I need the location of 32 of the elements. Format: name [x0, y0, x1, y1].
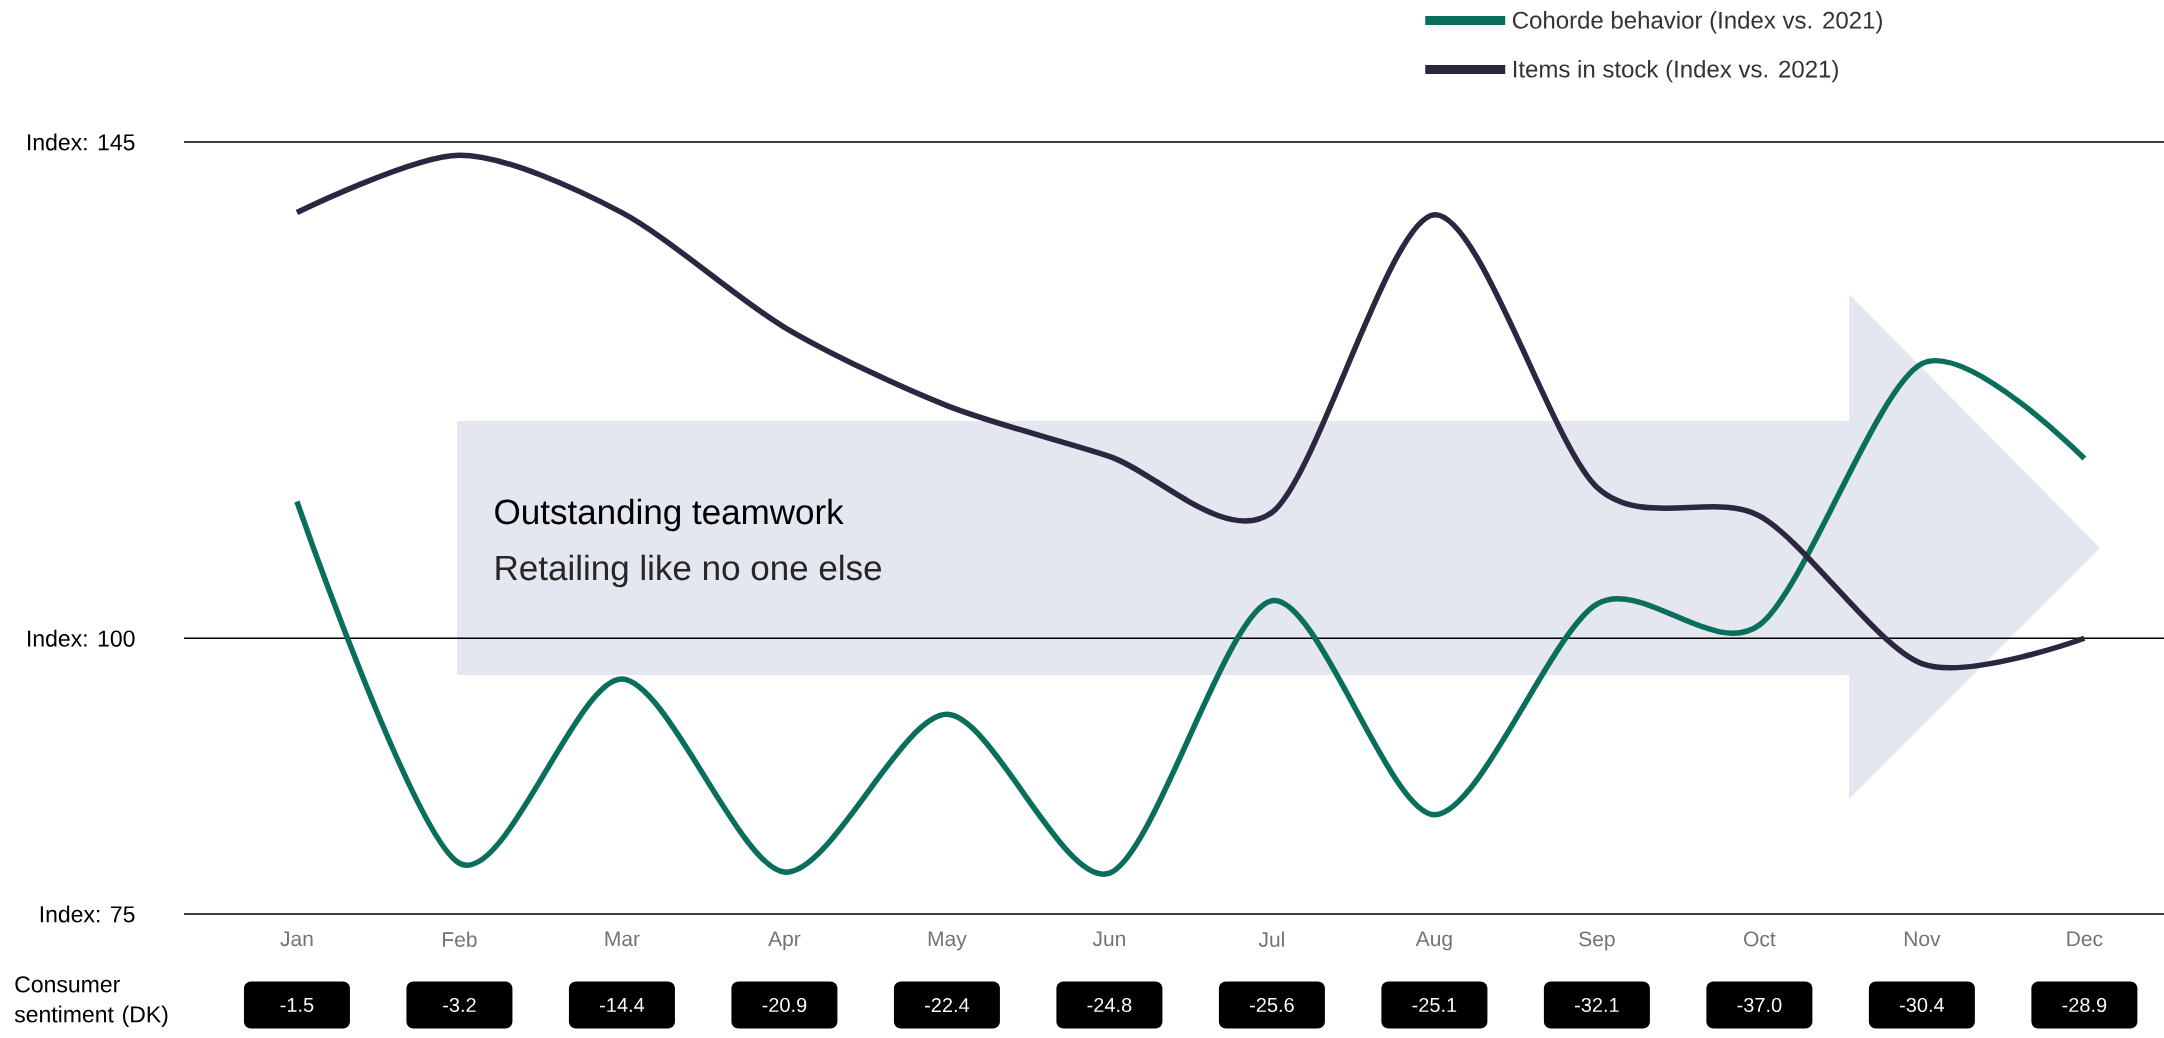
annotation: Retailing like no one else: [496, 554, 882, 588]
x-tick-label: Feb: [443, 931, 477, 947]
text: -25.1: [1412, 997, 1457, 1013]
text: -28.9: [2062, 997, 2107, 1013]
text: -22.4: [925, 998, 970, 1012]
x-tick-label: Dec: [2067, 931, 2103, 947]
x-tick-label: Apr: [768, 931, 801, 951]
legend-label: Items in stock (Index vs. 2021): [1513, 59, 1838, 83]
text: Consumer sentiment (DK): [14, 976, 168, 1028]
x-tick-label: Oct: [1744, 931, 1776, 947]
text: -3.2: [443, 997, 476, 1013]
text: -1.5: [280, 998, 314, 1012]
x-tick-label: May: [928, 931, 967, 951]
text: -30.4: [1899, 997, 1945, 1013]
y-tick-label: Index: 145: [28, 133, 135, 151]
x-tick-label: Nov: [1904, 931, 1941, 947]
annotation: Outstanding teamwork: [495, 498, 844, 532]
x-tick-label: Mar: [605, 931, 640, 947]
x-tick-label: Jan: [280, 931, 313, 947]
x-tick-label: Jun: [1092, 931, 1125, 947]
y-tick-label: Index: 100: [28, 629, 135, 647]
text: -14.4: [600, 998, 645, 1012]
text: -24.8: [1087, 997, 1132, 1013]
x-tick-label: Jul: [1258, 931, 1284, 947]
text: -20.9: [762, 997, 807, 1013]
text: -32.1: [1574, 997, 1619, 1013]
y-tick-label: Index: 75: [40, 905, 135, 923]
legend-label: Cohorde behavior (Index vs. 2021): [1512, 11, 1882, 34]
text: -25.6: [1250, 997, 1294, 1013]
x-tick-label: Sep: [1579, 931, 1615, 951]
x-tick-label: Aug: [1415, 931, 1452, 951]
text: -37.0: [1737, 997, 1782, 1013]
